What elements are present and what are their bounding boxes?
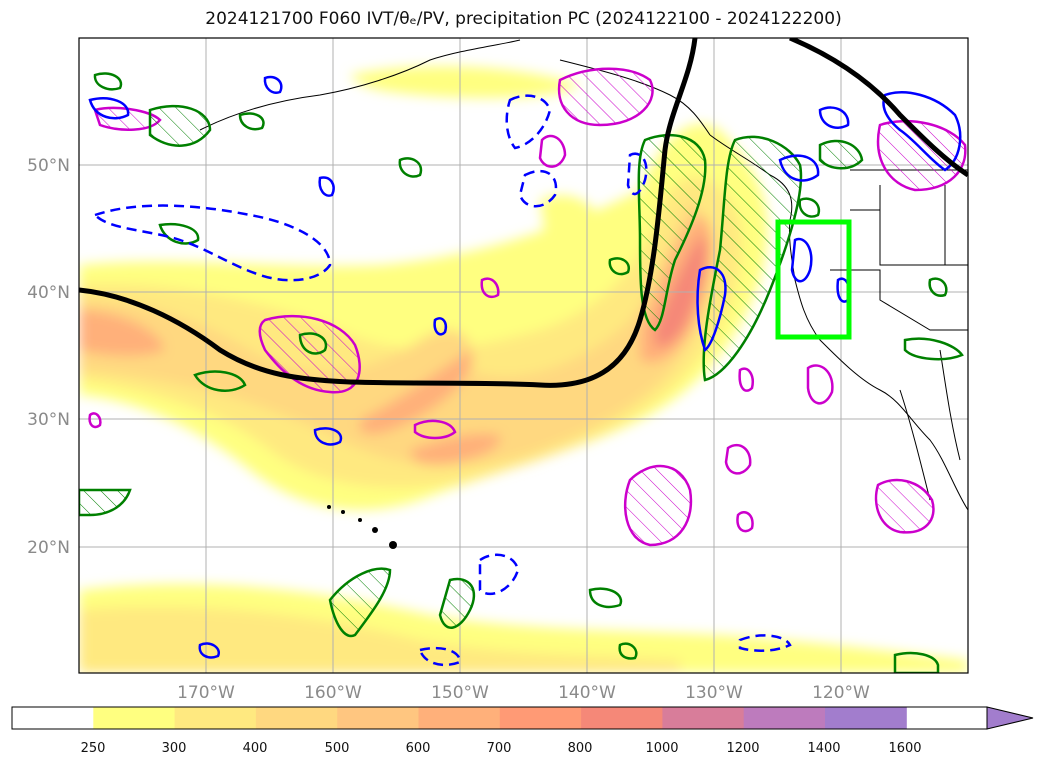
colorbar-tick-label: 250 bbox=[81, 741, 106, 756]
jet-axis-line-north bbox=[789, 38, 968, 178]
lat-label: 30°N bbox=[27, 410, 70, 430]
lon-label: 170°W bbox=[177, 683, 235, 703]
map-frame bbox=[78, 37, 969, 674]
hawaii-islands bbox=[327, 505, 397, 549]
colorbar-swatch bbox=[93, 707, 176, 729]
colorbar-tick-label: 1000 bbox=[645, 741, 678, 756]
gridlines bbox=[79, 38, 968, 673]
colorbar-swatch bbox=[825, 707, 907, 729]
lat-label: 40°N bbox=[27, 283, 70, 303]
lon-label: 160°W bbox=[304, 683, 362, 703]
theta-e-contours bbox=[88, 75, 962, 667]
colorbar-outline bbox=[11, 706, 988, 730]
colorbar-swatches bbox=[12, 707, 907, 729]
pv-contours bbox=[88, 67, 967, 547]
lon-label: 150°W bbox=[431, 683, 489, 703]
colorbar-swatch bbox=[499, 707, 582, 729]
lon-label: 120°W bbox=[812, 683, 870, 703]
figure-title: 2024121700 F060 IVT/θₑ/PV, precipitation… bbox=[205, 9, 842, 29]
colorbar-tick-label: 1200 bbox=[726, 741, 759, 756]
colorbar-swatch bbox=[12, 707, 94, 729]
colorbar-swatch bbox=[418, 707, 501, 729]
jet-axis-line bbox=[79, 38, 698, 388]
colorbar-tick-label: 700 bbox=[487, 741, 512, 756]
ivt-shading bbox=[79, 66, 968, 673]
colorbar-tick-label: 1400 bbox=[807, 741, 840, 756]
colorbar-swatch bbox=[662, 707, 745, 729]
colorbar-tick-label: 1600 bbox=[888, 741, 921, 756]
lon-label: 140°W bbox=[558, 683, 616, 703]
colorbar-tick-label: 400 bbox=[243, 741, 268, 756]
latitude-labels: 50°N 40°N 30°N 20°N bbox=[27, 156, 70, 558]
colorbar-extend-arrow bbox=[986, 706, 1034, 730]
colorbar: 250 300 400 500 600 700 800 1000 1200 14… bbox=[11, 706, 1034, 756]
colorbar-swatch bbox=[255, 707, 338, 729]
colorbar-swatch bbox=[174, 707, 257, 729]
colorbar-swatch bbox=[743, 707, 826, 729]
colorbar-swatch bbox=[581, 707, 663, 729]
colorbar-tick-label: 600 bbox=[406, 741, 431, 756]
lat-label: 50°N bbox=[27, 156, 70, 176]
highlight-region-box bbox=[775, 219, 852, 340]
precip-contours bbox=[79, 72, 964, 673]
lat-label: 20°N bbox=[27, 538, 70, 558]
colorbar-tick-label: 300 bbox=[162, 741, 187, 756]
longitude-labels: 170°W 160°W 150°W 140°W 130°W 120°W bbox=[177, 683, 870, 703]
colorbar-swatch bbox=[337, 707, 419, 729]
colorbar-tick-label: 800 bbox=[568, 741, 593, 756]
lon-label: 130°W bbox=[685, 683, 743, 703]
colorbar-tick-label: 500 bbox=[325, 741, 350, 756]
